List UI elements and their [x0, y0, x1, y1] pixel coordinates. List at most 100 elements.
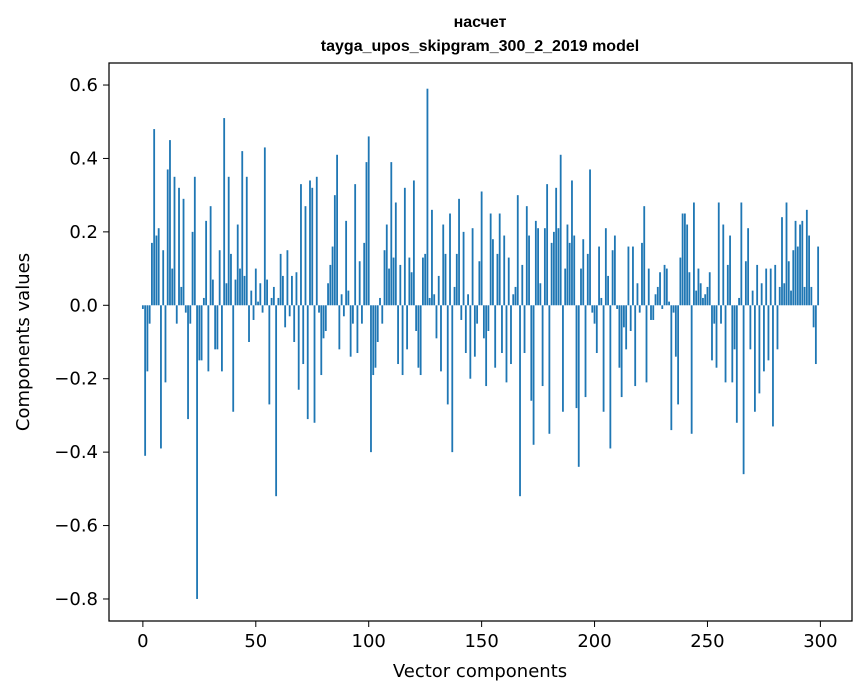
- bar: [352, 305, 354, 324]
- bar: [433, 294, 436, 306]
- bar: [568, 242, 571, 306]
- bar: [160, 305, 162, 449]
- bar: [476, 305, 479, 324]
- bar: [245, 176, 248, 306]
- bar: [787, 261, 790, 306]
- bar: [347, 290, 350, 306]
- bar: [403, 187, 406, 306]
- bar: [370, 305, 372, 453]
- bar: [521, 264, 524, 306]
- bar: [141, 305, 144, 309]
- x-tick-label: 250: [690, 631, 724, 652]
- bar: [241, 151, 244, 306]
- bar: [778, 286, 781, 306]
- bar: [209, 206, 212, 306]
- bar: [810, 286, 813, 306]
- bar: [758, 305, 761, 394]
- bar: [151, 242, 153, 306]
- chart-title: насчет: [454, 14, 507, 31]
- bar: [530, 305, 533, 401]
- bar: [196, 305, 198, 599]
- bar: [354, 184, 357, 306]
- bar: [422, 257, 424, 306]
- bar: [313, 305, 316, 423]
- bar: [772, 305, 774, 427]
- y-axis-ticks: −0.8 −0.6 −0.4 −0.2 0.0 0.2 0.4 0.6: [54, 75, 109, 610]
- bar: [693, 202, 695, 306]
- bar: [216, 305, 219, 350]
- bar: [729, 235, 731, 306]
- bar: [623, 305, 625, 328]
- bar: [525, 206, 528, 306]
- bar: [677, 305, 680, 405]
- bar: [225, 283, 228, 306]
- bar: [263, 147, 266, 306]
- bar: [345, 220, 348, 306]
- bar: [331, 246, 334, 306]
- bar: [223, 118, 226, 306]
- bar: [717, 202, 720, 306]
- bar: [342, 305, 345, 317]
- bar: [625, 305, 628, 350]
- bar: [207, 305, 210, 372]
- bar: [234, 279, 237, 306]
- bar: [232, 305, 235, 412]
- bar: [157, 228, 160, 306]
- bar: [327, 283, 329, 306]
- bar: [548, 305, 551, 434]
- bar: [451, 305, 454, 453]
- bar: [498, 213, 501, 306]
- bar: [257, 301, 259, 306]
- bar: [595, 305, 598, 354]
- bar: [514, 286, 517, 306]
- bar: [747, 228, 750, 306]
- bar: [236, 224, 239, 306]
- bar: [311, 187, 314, 306]
- bar: [239, 268, 241, 306]
- bar: [650, 305, 652, 320]
- bar: [279, 253, 282, 306]
- bar: [546, 184, 549, 306]
- bar: [801, 220, 804, 306]
- bar: [602, 305, 605, 412]
- bar: [363, 242, 366, 306]
- bar: [221, 305, 223, 372]
- bar: [173, 176, 176, 306]
- bar: [376, 305, 379, 342]
- bar: [814, 305, 817, 365]
- y-tick-label: 0.2: [69, 222, 98, 243]
- bar: [243, 275, 246, 306]
- bar: [254, 268, 257, 306]
- bar: [541, 305, 544, 387]
- x-tick-label: 0: [137, 631, 148, 652]
- bar: [338, 305, 341, 350]
- bar: [482, 305, 485, 339]
- bar: [638, 305, 641, 313]
- bar: [473, 305, 476, 357]
- y-tick-label: −0.4: [54, 442, 98, 463]
- bar: [166, 169, 169, 306]
- bar: [803, 286, 806, 306]
- bar: [616, 305, 619, 309]
- bar: [609, 305, 612, 449]
- bar: [618, 305, 621, 368]
- bar: [306, 305, 309, 420]
- bar: [661, 305, 664, 309]
- x-tick-label: 300: [803, 631, 837, 652]
- bar: [577, 305, 580, 467]
- bar: [309, 180, 311, 306]
- bar: [467, 294, 469, 306]
- bar: [767, 305, 770, 361]
- bar: [286, 250, 289, 306]
- bar: [690, 305, 693, 434]
- bar: [792, 250, 795, 306]
- bar: [184, 305, 187, 313]
- bar: [620, 305, 623, 398]
- bar: [494, 305, 497, 368]
- bar: [528, 235, 530, 306]
- bar: [600, 297, 603, 306]
- bar: [417, 305, 420, 368]
- y-axis-label: Components values: [13, 253, 34, 431]
- bar: [293, 305, 296, 342]
- bar: [211, 279, 214, 306]
